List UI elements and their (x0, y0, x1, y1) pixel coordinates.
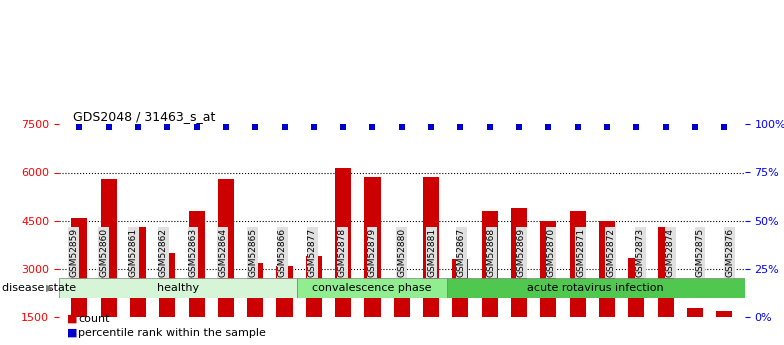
Bar (335, 168, 351, 345)
Bar (159, 253, 176, 345)
Bar (511, 208, 527, 345)
Bar (540, 221, 557, 345)
Bar (423, 177, 439, 345)
Bar (71, 218, 87, 345)
Text: GSM52872: GSM52872 (606, 228, 615, 277)
Text: GSM52874: GSM52874 (666, 228, 675, 277)
Text: ▶: ▶ (45, 283, 53, 293)
Text: disease state: disease state (2, 283, 76, 293)
Text: GSM52870: GSM52870 (546, 228, 555, 277)
Text: GSM52868: GSM52868 (487, 228, 495, 277)
Text: GSM52880: GSM52880 (397, 228, 406, 277)
Bar (481, 211, 498, 345)
Bar (628, 258, 644, 345)
Text: GSM52864: GSM52864 (218, 228, 227, 277)
Bar (447, 278, 745, 298)
Bar (218, 179, 234, 345)
Bar (297, 278, 447, 298)
Bar (365, 177, 380, 345)
Text: GDS2048 / 31463_s_at: GDS2048 / 31463_s_at (72, 110, 215, 123)
Text: GSM52867: GSM52867 (457, 228, 466, 277)
Text: GSM52862: GSM52862 (158, 228, 168, 277)
Bar (570, 211, 586, 345)
Text: GSM52875: GSM52875 (695, 228, 705, 277)
Text: ■: ■ (67, 314, 77, 324)
Text: acute rotavirus infection: acute rotavirus infection (528, 283, 664, 293)
Text: GSM52865: GSM52865 (249, 228, 257, 277)
Bar (188, 211, 205, 345)
Text: GSM52879: GSM52879 (368, 228, 376, 277)
Text: count: count (78, 314, 110, 324)
Bar (306, 256, 322, 345)
Bar (247, 263, 263, 345)
Bar (100, 179, 117, 345)
Text: GSM52860: GSM52860 (99, 228, 108, 277)
Text: GSM52873: GSM52873 (636, 228, 645, 277)
Text: ■: ■ (67, 328, 77, 338)
Text: GSM52881: GSM52881 (427, 228, 436, 277)
Bar (717, 311, 732, 345)
Bar (277, 266, 292, 345)
Text: GSM52876: GSM52876 (725, 228, 735, 277)
Text: percentile rank within the sample: percentile rank within the sample (78, 328, 267, 338)
Bar (130, 227, 146, 345)
Text: GSM52869: GSM52869 (517, 228, 525, 277)
Text: GSM52878: GSM52878 (338, 228, 347, 277)
Text: healthy: healthy (157, 283, 199, 293)
Text: GSM52871: GSM52871 (576, 228, 586, 277)
Bar (687, 308, 703, 345)
Bar (599, 221, 615, 345)
Bar (452, 259, 469, 345)
Text: convalescence phase: convalescence phase (312, 283, 432, 293)
Text: GSM52863: GSM52863 (188, 228, 198, 277)
Text: GSM52877: GSM52877 (308, 228, 317, 277)
Bar (658, 227, 673, 345)
Text: GSM52861: GSM52861 (129, 228, 138, 277)
Bar (394, 279, 410, 345)
Text: GSM52866: GSM52866 (278, 228, 287, 277)
Bar (59, 278, 297, 298)
Text: GSM52859: GSM52859 (69, 228, 78, 277)
